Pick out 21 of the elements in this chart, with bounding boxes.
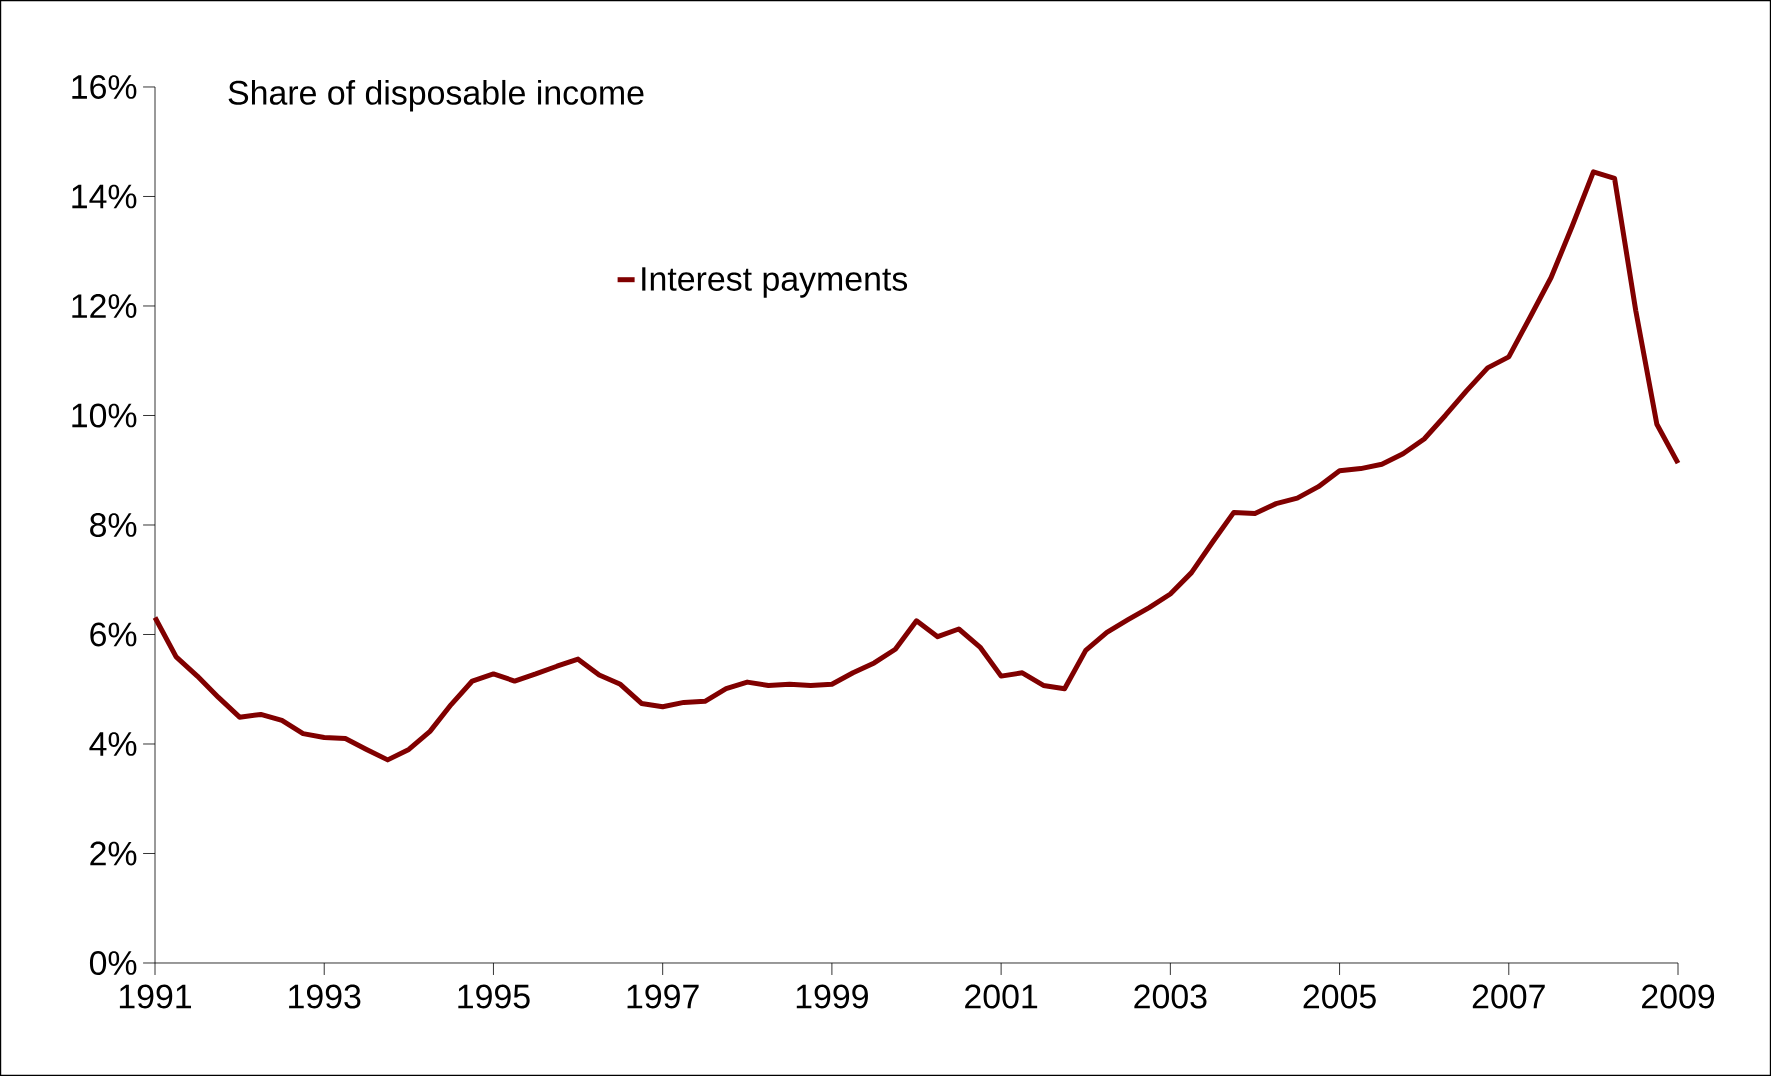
x-tick-label: 2009 xyxy=(1642,984,1715,1009)
y-tick-label: 12% xyxy=(72,294,137,318)
y-tick-label: 6% xyxy=(90,622,137,647)
x-tick-label: 1995 xyxy=(458,984,530,1009)
x-tick-label: 1991 xyxy=(119,984,192,1009)
x-tick-label: 2003 xyxy=(1134,984,1207,1009)
chart-title: Share of disposable income xyxy=(228,79,644,112)
y-tick-label: 8% xyxy=(90,512,137,537)
y-tick-label: 2% xyxy=(90,841,137,866)
x-tick-label: 2007 xyxy=(1472,984,1545,1009)
y-tick-label: 10% xyxy=(72,403,137,428)
y-tick-label: 0% xyxy=(89,951,137,975)
x-tick-label: 1997 xyxy=(627,984,699,1009)
x-tick-label: 1993 xyxy=(289,984,361,1009)
y-tick-label: 16% xyxy=(72,74,137,99)
x-tick-label: 2005 xyxy=(1303,984,1376,1009)
legend-label: Interest payments xyxy=(642,267,908,298)
x-tick-label: 2001 xyxy=(965,984,1038,1009)
y-tick-label: 4% xyxy=(89,732,137,756)
x-tick-label: 1999 xyxy=(796,984,868,1009)
y-tick-label: 14% xyxy=(72,184,137,209)
